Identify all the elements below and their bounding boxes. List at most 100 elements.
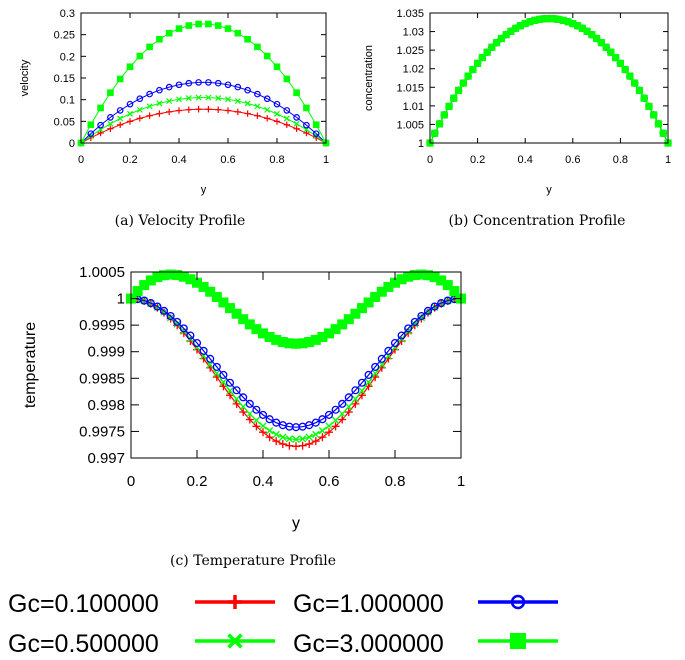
marker-circle: [166, 311, 175, 321]
marker-plus: [283, 121, 290, 129]
marker-plus: [338, 415, 347, 424]
marker-square: [263, 52, 271, 60]
marker-cross: [345, 403, 353, 411]
marker-plus: [117, 121, 124, 129]
marker-plus: [228, 595, 242, 609]
marker-circle: [397, 331, 406, 340]
marker-cross: [156, 100, 163, 107]
marker-circle: [293, 114, 300, 121]
series-line: [80, 108, 327, 144]
marker-circle: [351, 386, 360, 395]
marker-circle: [245, 399, 254, 408]
marker-plus: [215, 106, 222, 113]
marker-cross: [364, 378, 373, 386]
legend-entry: Gc=0.500000: [8, 630, 275, 658]
marker-square: [132, 286, 143, 297]
marker-cross: [239, 403, 247, 411]
marker-plus: [226, 391, 234, 400]
marker-cross: [254, 103, 261, 110]
x-tick-label: 0.2: [122, 154, 137, 166]
marker-cross: [351, 395, 360, 403]
marker-square: [545, 14, 553, 23]
marker-square: [343, 314, 354, 325]
marker-square: [626, 72, 634, 80]
marker-circle: [377, 354, 386, 363]
marker-square: [198, 281, 209, 292]
legend-label: Gc=1.000000: [293, 590, 444, 618]
marker-circle: [186, 331, 195, 340]
marker-square: [654, 120, 663, 128]
marker-plus: [344, 408, 353, 417]
marker-square: [231, 308, 242, 319]
marker-square: [116, 75, 124, 83]
marker-square: [659, 129, 667, 137]
marker-circle: [225, 378, 235, 387]
marker-square: [531, 16, 539, 24]
marker-plus: [175, 107, 183, 114]
marker-cross: [358, 387, 366, 395]
marker-plus: [107, 125, 114, 132]
concentration-chart: 0 0.2 0.4 0.6 0.8 1 1 1.005 1.01 1.015 1.02 1.025 1.…: [363, 8, 672, 196]
marker-cross: [259, 422, 267, 430]
y-tick-label: 0.25: [54, 30, 75, 42]
marker-square: [156, 35, 163, 43]
marker-square: [449, 286, 460, 297]
marker-cross: [107, 120, 114, 127]
marker-circle: [116, 107, 124, 114]
series-line: [130, 297, 462, 428]
marker-cross: [213, 369, 221, 378]
marker-square: [597, 39, 605, 47]
marker-square: [195, 20, 202, 28]
marker-square: [431, 129, 439, 137]
caption-temperature: (c) Temperature Profile: [170, 553, 336, 569]
marker-square: [238, 314, 249, 325]
marker-square: [172, 270, 183, 281]
marker-plus: [97, 129, 104, 137]
marker-square: [205, 20, 212, 28]
marker-square: [435, 120, 444, 128]
marker-square: [324, 328, 334, 339]
marker-circle: [258, 410, 268, 419]
x-tick-label: 0.4: [171, 154, 186, 166]
marker-square: [284, 338, 295, 349]
x-tick-label: 0: [127, 473, 135, 490]
marker-square: [459, 79, 467, 87]
marker-square: [165, 269, 176, 280]
marker-circle: [364, 370, 373, 379]
marker-cross: [417, 313, 426, 322]
marker-square: [244, 35, 251, 43]
marker-circle: [430, 302, 439, 311]
x-tick-label: 0.6: [319, 473, 340, 490]
series-line: [80, 97, 327, 144]
marker-cross: [195, 94, 202, 101]
marker-cross: [283, 115, 290, 122]
marker-cross: [338, 410, 346, 418]
marker-square: [429, 272, 440, 283]
marker-square: [244, 319, 255, 330]
marker-square: [442, 280, 453, 291]
marker-plus: [195, 106, 202, 113]
marker-square: [363, 297, 374, 308]
marker-square: [583, 27, 591, 35]
marker-cross: [298, 435, 307, 443]
marker-cross: [285, 435, 294, 443]
marker-square: [224, 25, 232, 32]
marker-square: [526, 18, 534, 26]
marker-circle: [252, 405, 261, 414]
marker-cross: [325, 422, 333, 430]
marker-square: [488, 43, 496, 51]
marker-square: [291, 338, 301, 349]
marker-square: [612, 53, 620, 62]
y-tick-label: 0.1: [60, 95, 75, 107]
marker-cross: [265, 427, 274, 435]
marker-circle: [159, 306, 169, 315]
y-tick-label: 0.998: [87, 397, 125, 414]
marker-square: [218, 297, 229, 308]
marker-square: [497, 34, 505, 43]
marker-square: [350, 308, 361, 319]
marker-plus: [234, 108, 241, 116]
marker-circle: [423, 306, 433, 315]
x-axis-label: y: [546, 184, 552, 196]
x-axis-label: y: [292, 515, 300, 532]
